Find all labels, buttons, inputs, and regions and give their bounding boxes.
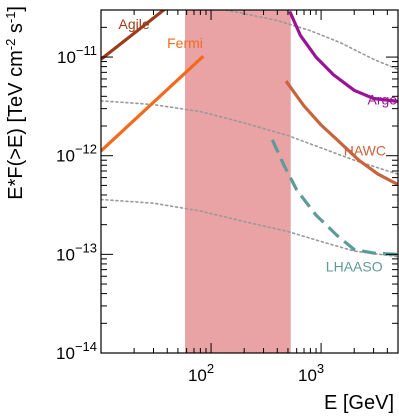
- series-label-fermi: Fermi: [167, 35, 203, 51]
- x-tick-label: 103: [298, 361, 324, 385]
- x-tick-label: 102: [188, 361, 214, 385]
- y-tick-label: 10−14: [56, 339, 97, 363]
- series-label-hawc: HAWC: [344, 142, 386, 158]
- series-line-fermi: [101, 55, 205, 153]
- series-line-argo: [288, 10, 398, 103]
- reference-curve-3: [101, 198, 398, 258]
- y-tick-label: 10−11: [57, 43, 97, 67]
- y-tick-label: 10−12: [56, 142, 97, 166]
- series-label-agile: Agile: [119, 16, 150, 32]
- y-tick-label: 10−13: [56, 240, 97, 264]
- x-axis-label: E [GeV]: [324, 392, 394, 414]
- series-line-hawc: [284, 80, 398, 187]
- shaded-energy-band: [185, 10, 291, 353]
- reference-curve-2: [101, 100, 398, 175]
- y-axis-label: E*F(>E) [TeV cm-2 s-1]: [3, 6, 27, 200]
- series-label-lhaaso: LHAASO: [326, 259, 383, 275]
- series-label-argo: Argo: [368, 92, 398, 108]
- reference-curve-1: [221, 10, 398, 71]
- series-line-lhaaso: [270, 139, 398, 256]
- series-line-agile: [101, 10, 167, 61]
- plot-frame: [100, 9, 399, 354]
